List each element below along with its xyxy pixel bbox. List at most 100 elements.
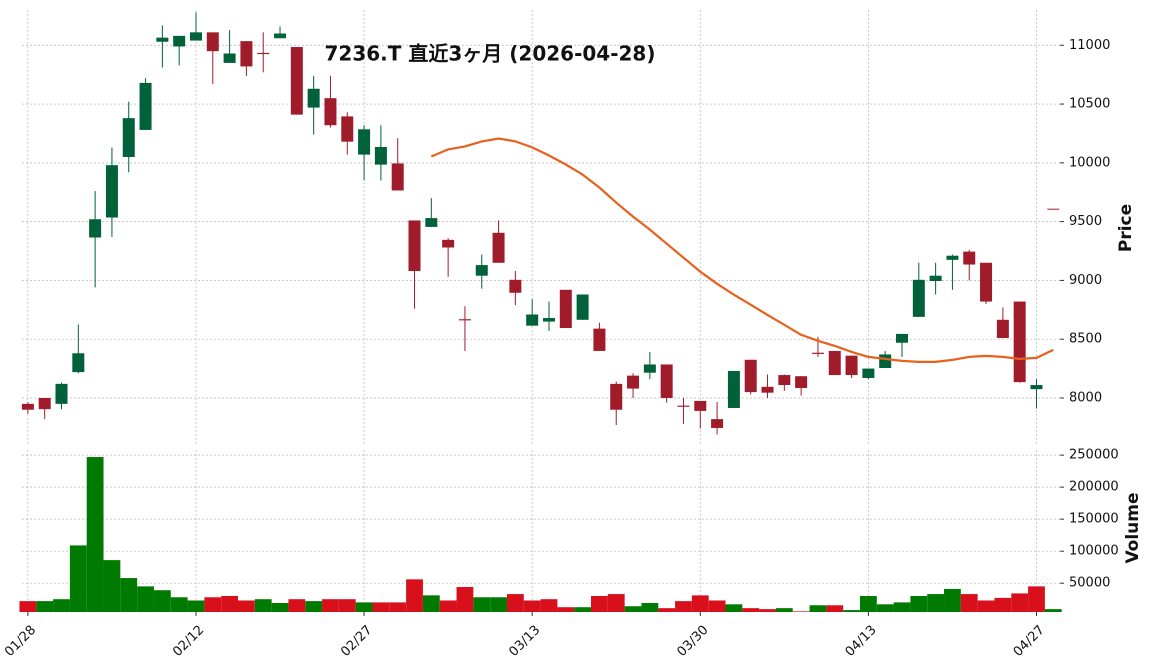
candle-body <box>996 319 1009 339</box>
volume-bar <box>574 607 592 612</box>
volume-bar <box>254 599 272 612</box>
x-tick-label: 04/13 <box>843 623 880 660</box>
moving-average-line <box>430 137 1054 363</box>
volume-bar <box>994 597 1012 612</box>
volume-bar <box>53 599 70 612</box>
candle-body <box>21 403 34 410</box>
volume-bar <box>439 600 457 612</box>
volume-bar <box>271 603 289 612</box>
volume-bar <box>944 588 961 612</box>
candle-body <box>559 289 572 329</box>
volume-bar <box>372 602 390 612</box>
volume-bar <box>708 600 726 612</box>
candle-body <box>358 129 371 155</box>
volume-bar <box>36 601 54 612</box>
candle-body <box>408 220 421 271</box>
volume-bar <box>742 608 760 612</box>
volume-bar <box>725 604 743 612</box>
candle-body <box>677 405 690 407</box>
volume-bar <box>103 560 121 612</box>
candle-body <box>946 255 959 260</box>
volume-bar <box>19 601 37 612</box>
candle-body <box>307 88 320 108</box>
volume-bar <box>859 595 877 612</box>
volume-bar <box>506 594 524 612</box>
volume-bar <box>120 578 138 612</box>
volume-bar <box>775 608 793 612</box>
candle-body <box>55 383 68 404</box>
candle-body <box>542 318 555 322</box>
candle-body <box>576 294 589 320</box>
candle-body <box>711 419 724 428</box>
candle-body <box>980 262 993 302</box>
volume-bar <box>137 586 154 612</box>
candle-body <box>526 314 539 326</box>
volume-bar <box>187 600 205 612</box>
candle-body <box>38 397 51 410</box>
candle-body <box>509 279 522 293</box>
volume-bar <box>691 595 709 612</box>
candle-body <box>879 354 892 368</box>
candle-body <box>240 41 253 67</box>
candle-body <box>795 376 808 388</box>
candle-body <box>105 165 118 218</box>
volume-bar <box>490 597 507 612</box>
candle-body <box>761 386 774 393</box>
volume-bar <box>288 599 306 612</box>
y-tick-label: 8500 <box>1069 332 1102 347</box>
volume-bar <box>456 587 474 612</box>
y-tick-label: 10000 <box>1069 155 1110 170</box>
volume-bar <box>221 595 239 612</box>
candle-body <box>391 163 404 191</box>
candle-body <box>173 35 186 47</box>
volume-bar <box>69 545 87 612</box>
candle-body <box>862 368 875 378</box>
candle-body <box>442 239 455 248</box>
volume-bar <box>523 600 541 612</box>
volume-bar <box>86 457 104 612</box>
candle-body <box>896 333 909 343</box>
volume-bar <box>591 595 608 612</box>
volume-tick-label: 250000 <box>1069 448 1119 463</box>
candle-body <box>89 219 102 238</box>
candle-body <box>912 279 925 317</box>
candle-body <box>189 32 202 41</box>
candle-body <box>627 375 640 389</box>
volume-bar <box>624 606 642 612</box>
volume-bar <box>153 590 171 612</box>
candle-body <box>492 232 505 263</box>
candle-body <box>425 218 438 227</box>
volume-bar <box>759 609 776 612</box>
candle-body <box>139 82 152 130</box>
x-tick-label: 04/27 <box>1011 623 1048 660</box>
volume-bar <box>355 602 373 612</box>
volume-bar <box>641 603 659 612</box>
volume-bar <box>843 610 860 612</box>
volume-bar <box>876 604 894 612</box>
volume-bar <box>389 602 407 612</box>
candle-body <box>274 33 287 39</box>
candle-body <box>727 370 740 408</box>
y-tick-label: 11000 <box>1069 38 1110 53</box>
candle-body <box>811 352 824 354</box>
chart-title: 7236.T 直近3ヶ月 (2026-04-28) <box>325 42 656 66</box>
volume-bar <box>422 595 440 612</box>
x-tick-label: 02/12 <box>170 623 207 660</box>
volume-bar <box>473 597 491 612</box>
volume-bar <box>826 605 844 612</box>
volume-bar <box>675 601 692 612</box>
candle-body <box>778 375 791 386</box>
candle-body <box>1047 208 1060 210</box>
candle-body <box>1030 385 1043 390</box>
volume-bar <box>927 594 945 612</box>
x-tick-label: 02/27 <box>338 623 375 660</box>
y-tick-label: 9500 <box>1069 214 1102 229</box>
volume-bar <box>540 599 558 612</box>
candle-body <box>257 52 270 55</box>
volume-bar <box>893 602 911 612</box>
y-tick-label: 10500 <box>1069 97 1110 112</box>
candle-body <box>72 353 85 373</box>
volume-bar <box>557 607 575 612</box>
candle-body <box>593 328 606 351</box>
